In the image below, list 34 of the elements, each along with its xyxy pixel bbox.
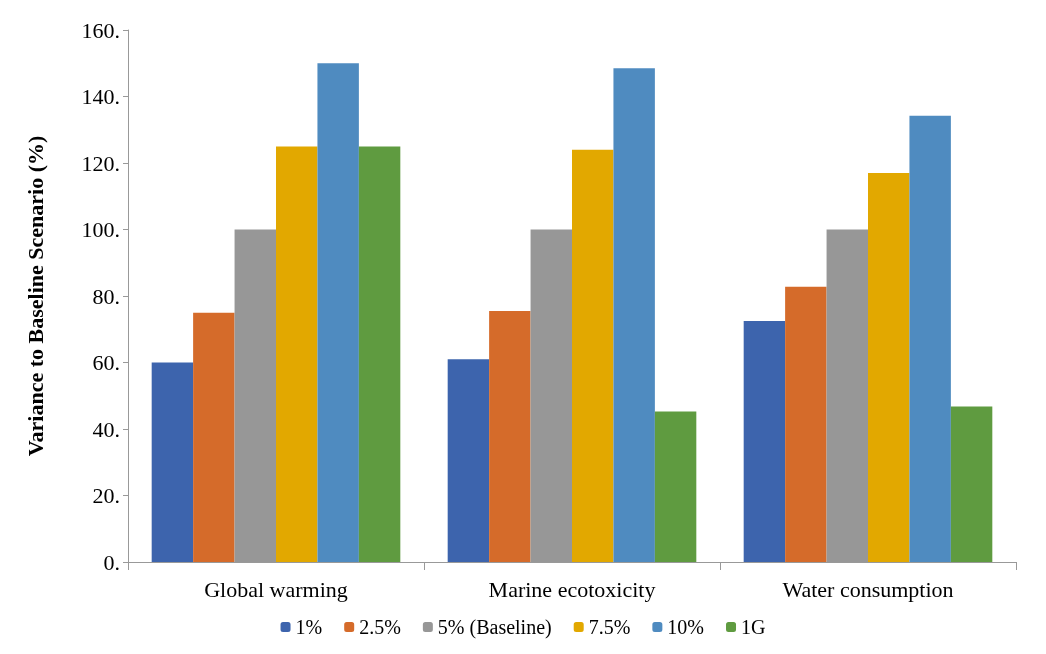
legend-label: 2.5% <box>359 616 401 638</box>
y-tick-label: 120. <box>81 150 120 176</box>
legend-label: 10% <box>667 616 705 638</box>
legend-label: 5% (Baseline) <box>437 616 552 639</box>
y-tick-label: 20. <box>92 483 120 508</box>
bar <box>489 310 531 562</box>
bar <box>868 172 910 562</box>
y-tick-label: 40. <box>92 416 120 442</box>
bar <box>909 115 951 562</box>
bar <box>276 146 318 562</box>
y-axis-title: Variance to Baseline Scenario (%) <box>22 135 48 457</box>
y-tick-label: 60. <box>92 350 120 375</box>
bar <box>613 68 655 562</box>
bar <box>358 146 401 562</box>
x-tick-label: Water consumption <box>782 576 954 602</box>
bar <box>193 312 235 562</box>
y-tick-label: 0. <box>103 549 120 575</box>
x-tick-label: Marine ecotoxicity <box>488 576 656 602</box>
legend-label: 1% <box>295 616 323 638</box>
legend-label: 1G <box>741 616 766 638</box>
y-tick-label: 160. <box>81 17 120 43</box>
bar <box>151 362 194 562</box>
bar <box>654 411 697 562</box>
bar <box>447 359 490 562</box>
bar <box>572 149 614 562</box>
y-tick-label: 100. <box>81 217 120 242</box>
bar <box>317 63 359 562</box>
legend-label: 7.5% <box>588 616 631 638</box>
x-tick-label: Global warming <box>204 576 348 602</box>
bar <box>950 406 993 562</box>
bar <box>743 320 786 562</box>
y-tick-label: 140. <box>81 84 120 109</box>
y-tick-label: 80. <box>92 283 120 309</box>
bar <box>785 286 827 562</box>
